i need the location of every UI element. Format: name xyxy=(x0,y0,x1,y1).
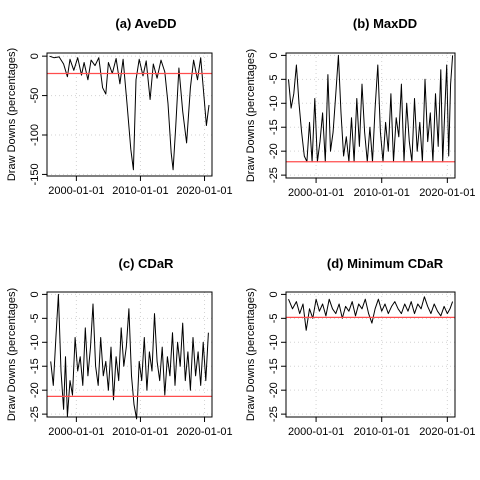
y-tick-label: -150 xyxy=(29,163,41,185)
y-axis-label: Draw Downs (percentages) xyxy=(245,288,257,421)
panel-title: (c) CDaR xyxy=(119,256,175,271)
series-line xyxy=(288,296,454,331)
panel-title: (a) AveDD xyxy=(115,16,176,31)
x-tick-label: 2020-01-01 xyxy=(419,426,475,438)
y-tick-label: -25 xyxy=(268,406,280,422)
x-tick-label: 2010-01-01 xyxy=(354,187,410,199)
y-tick-label: -5 xyxy=(268,74,280,84)
y-tick-label: 0 xyxy=(268,52,280,58)
plot-frame xyxy=(46,52,213,177)
x-tick-label: 2010-01-01 xyxy=(112,185,168,197)
panel-title: (b) MaxDD xyxy=(353,16,417,31)
y-tick-label: -5 xyxy=(29,313,41,323)
y-tick-label: -15 xyxy=(268,119,280,135)
y-tick-label: -20 xyxy=(268,143,280,159)
series-line xyxy=(50,293,209,420)
y-axis-label: Draw Downs (percentages) xyxy=(6,288,18,421)
y-tick-label: -10 xyxy=(268,334,280,350)
y-tick-label: -15 xyxy=(268,358,280,374)
y-axis-label: Draw Downs (percentages) xyxy=(6,48,18,181)
y-axis-label: Draw Downs (percentages) xyxy=(245,49,257,182)
y-tick-label: 0 xyxy=(29,291,41,297)
x-tick-label: 2020-01-01 xyxy=(176,185,232,197)
x-tick-label: 2000-01-01 xyxy=(48,426,104,438)
y-tick-label: -50 xyxy=(29,88,41,104)
plot-frame xyxy=(46,291,213,418)
y-tick-label: -100 xyxy=(29,124,41,146)
panel-title: (d) Minimum CDaR xyxy=(327,256,444,271)
x-tick-label: 2000-01-01 xyxy=(48,185,104,197)
y-tick-label: -10 xyxy=(29,334,41,350)
x-tick-label: 2000-01-01 xyxy=(288,187,344,199)
y-tick-label: -25 xyxy=(268,167,280,183)
y-tick-label: 0 xyxy=(268,291,280,297)
x-tick-label: 2000-01-01 xyxy=(288,426,344,438)
series-line xyxy=(49,55,210,171)
plot-frame xyxy=(285,52,456,179)
y-tick-label: -15 xyxy=(29,358,41,374)
y-tick-label: 0 xyxy=(29,53,41,59)
x-tick-label: 2010-01-01 xyxy=(354,426,410,438)
plot-frame xyxy=(285,291,456,418)
y-tick-label: -20 xyxy=(268,382,280,398)
y-tick-label: -10 xyxy=(268,95,280,111)
y-tick-label: -20 xyxy=(29,382,41,398)
x-tick-label: 2020-01-01 xyxy=(419,187,475,199)
x-tick-label: 2020-01-01 xyxy=(176,426,232,438)
y-tick-label: -25 xyxy=(29,406,41,422)
series-line xyxy=(288,54,454,163)
y-tick-label: -5 xyxy=(268,313,280,323)
x-tick-label: 2010-01-01 xyxy=(112,426,168,438)
